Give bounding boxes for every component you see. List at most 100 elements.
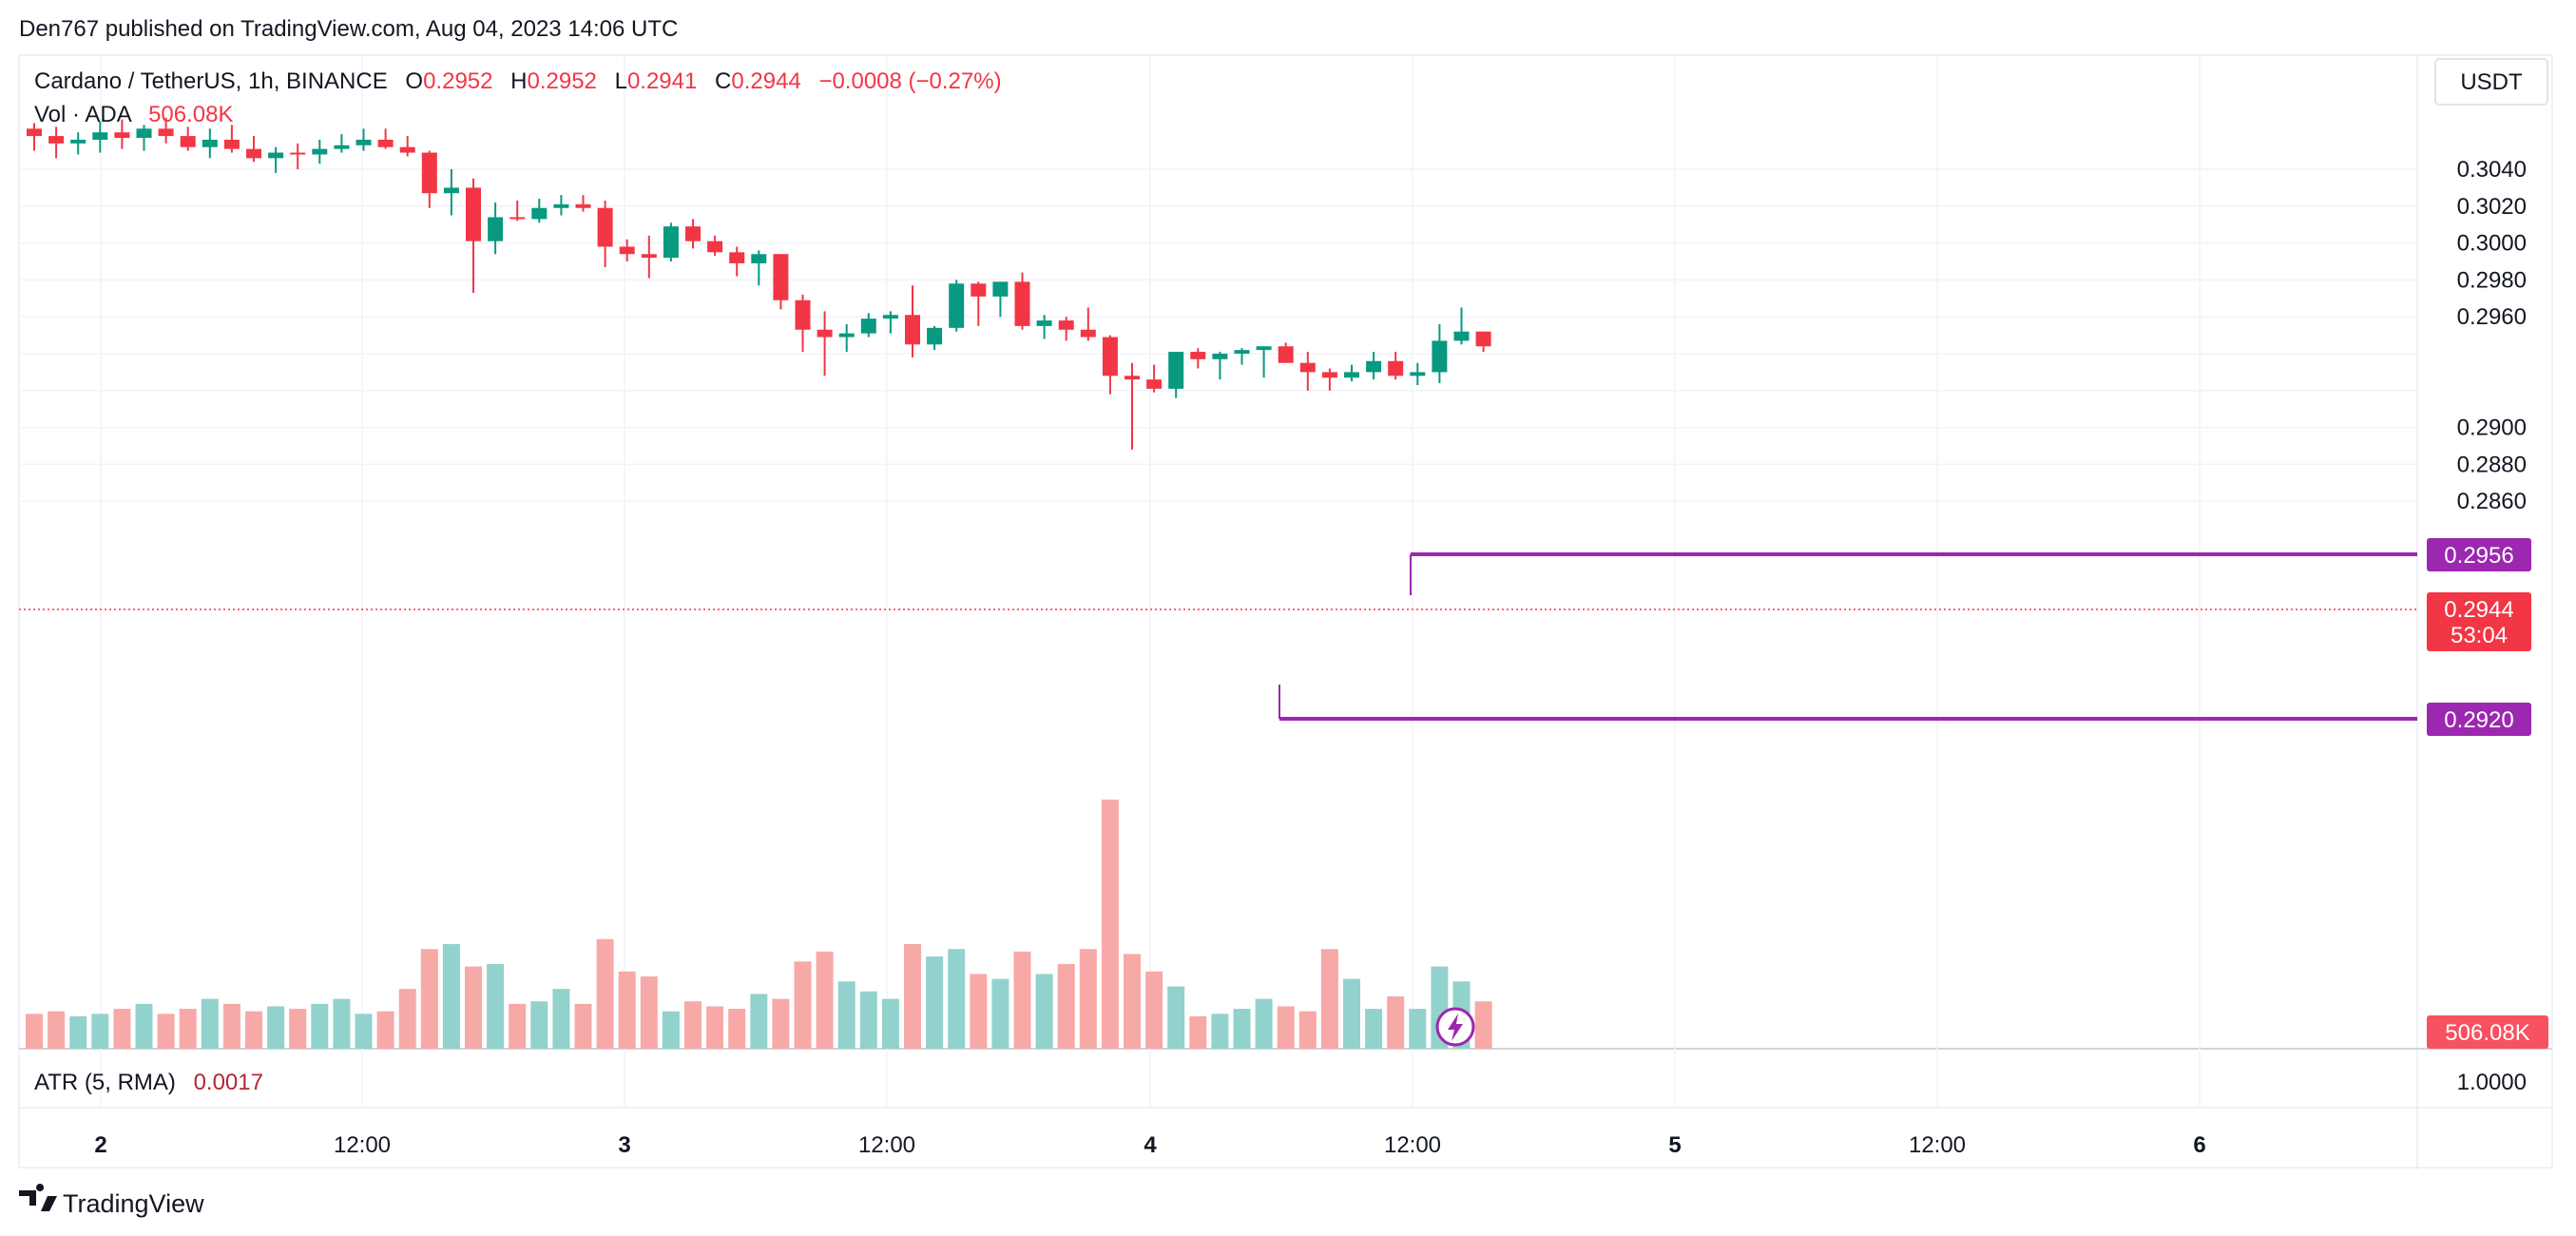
lower-level-label: 0.2920 (2444, 707, 2513, 733)
price-axis[interactable]: 0.3040 0.3020 0.3000 0.2980 0.2960 0.2900 0.28… (2457, 157, 2527, 514)
last-price-badge (2427, 592, 2531, 651)
volume-badge (2427, 1015, 2548, 1049)
tradingview-logo[interactable]: TradingView (19, 1184, 204, 1218)
candle-body (949, 283, 965, 328)
high-value: 0.2952 (528, 68, 597, 94)
bar-countdown: 53:04 (2451, 623, 2508, 648)
upper-level-label: 0.2956 (2444, 543, 2513, 569)
volume-bar (948, 949, 966, 1049)
candle-body (1432, 340, 1448, 373)
volume-bar (1057, 963, 1075, 1049)
atr-axis-tick: 1.0000 (2457, 1070, 2527, 1095)
volume-legend-label: Vol · ADA (34, 102, 132, 127)
candle-body (223, 139, 240, 149)
atr-legend-value: 0.0017 (194, 1070, 263, 1095)
candle-body (575, 203, 591, 208)
price-tick: 0.3000 (2457, 231, 2527, 257)
tv-logo-icon (19, 1184, 57, 1211)
volume-bar (991, 978, 1009, 1049)
upper-level-badge (2427, 538, 2531, 571)
volume-bar (1298, 1011, 1317, 1049)
candle-body (180, 136, 196, 147)
volume-bar (113, 1009, 131, 1049)
volume-bar (618, 971, 636, 1049)
candle-body (707, 241, 723, 253)
time-tick: 12:00 (1909, 1132, 1966, 1158)
currency-button[interactable] (2434, 58, 2548, 106)
volume-bar (574, 1003, 592, 1049)
atr-legend[interactable]: ATR (5, RMA) 0.0017 (34, 1070, 263, 1095)
volume-bar (926, 956, 944, 1049)
symbol-title[interactable]: Cardano / TetherUS, 1h, BINANCE (34, 68, 388, 94)
volume-bar (26, 1014, 43, 1049)
time-tick: 5 (1668, 1132, 1681, 1158)
volume-bar (311, 1003, 329, 1049)
volume-bar (487, 963, 505, 1049)
volume-bar (970, 974, 988, 1049)
candle-body (70, 139, 87, 144)
volume-bar (289, 1009, 307, 1049)
low-value: 0.2941 (627, 68, 697, 94)
candle-body (795, 299, 811, 330)
last-price-label: 0.2944 (2444, 597, 2513, 623)
volume-bar (376, 1011, 394, 1049)
volume-bar (552, 989, 570, 1049)
candle-body (1146, 379, 1163, 389)
price-tick: 0.2860 (2457, 489, 2527, 514)
candle-body (905, 315, 920, 345)
open-value: 0.2952 (423, 68, 492, 94)
candle-body (619, 246, 635, 255)
volume-bar (1409, 1009, 1427, 1049)
candle-body (114, 132, 130, 139)
low-label: L (615, 68, 627, 94)
volume-bar (1277, 1006, 1295, 1049)
volume-bar (794, 961, 812, 1049)
candle-body (421, 152, 437, 194)
time-tick: 2 (94, 1132, 106, 1158)
price-tick: 0.3040 (2457, 157, 2527, 183)
volume-bar (465, 966, 482, 1049)
candle-body (509, 217, 526, 220)
price-tick: 0.2960 (2457, 304, 2527, 330)
time-tick: 3 (618, 1132, 630, 1158)
candle-body (1321, 372, 1337, 378)
volume-bar (1101, 800, 1119, 1049)
time-tick: 12:00 (858, 1132, 915, 1158)
volume-bar (1233, 1009, 1251, 1049)
candle-body (663, 226, 679, 259)
volume-bar (1079, 949, 1097, 1049)
volume-bar (662, 1011, 680, 1049)
time-axis[interactable]: 2 12:00 3 12:00 4 12:00 5 12:00 6 (94, 1132, 2205, 1158)
volume-bar (728, 1009, 746, 1049)
volume-legend[interactable]: Vol · ADA 506.08K (34, 102, 233, 127)
change-value: −0.0008 (−0.27%) (818, 68, 1001, 94)
candle-body (817, 329, 833, 338)
candle-body (399, 146, 415, 153)
volume-bar (222, 1003, 240, 1049)
candle-body (488, 217, 504, 241)
volume-bar (442, 943, 460, 1049)
candle-body (1366, 360, 1382, 373)
volume-bar (48, 1011, 66, 1049)
candle-body (1190, 352, 1206, 359)
candle-body (1453, 331, 1470, 341)
volume-bar (1255, 998, 1273, 1049)
volume-bar (1320, 949, 1338, 1049)
currency-button-label: USDT (2460, 69, 2523, 95)
lightning-icon[interactable] (1435, 1007, 1475, 1047)
price-tick: 0.2880 (2457, 452, 2527, 477)
volume-bar (355, 1014, 373, 1049)
candle-body (1014, 281, 1030, 326)
candle-body (1102, 337, 1118, 377)
close-value: 0.2944 (731, 68, 800, 94)
candles (27, 117, 1491, 450)
close-label: C (715, 68, 731, 94)
volume-bar (1387, 995, 1405, 1049)
candle-body (1388, 360, 1404, 377)
candle-body (882, 315, 898, 319)
ohlc-legend[interactable]: Cardano / TetherUS, 1h, BINANCE O0.2952 … (34, 68, 1002, 94)
volume-bars (26, 800, 1492, 1049)
volume-bar (333, 998, 351, 1049)
price-tick: 0.3020 (2457, 194, 2527, 220)
